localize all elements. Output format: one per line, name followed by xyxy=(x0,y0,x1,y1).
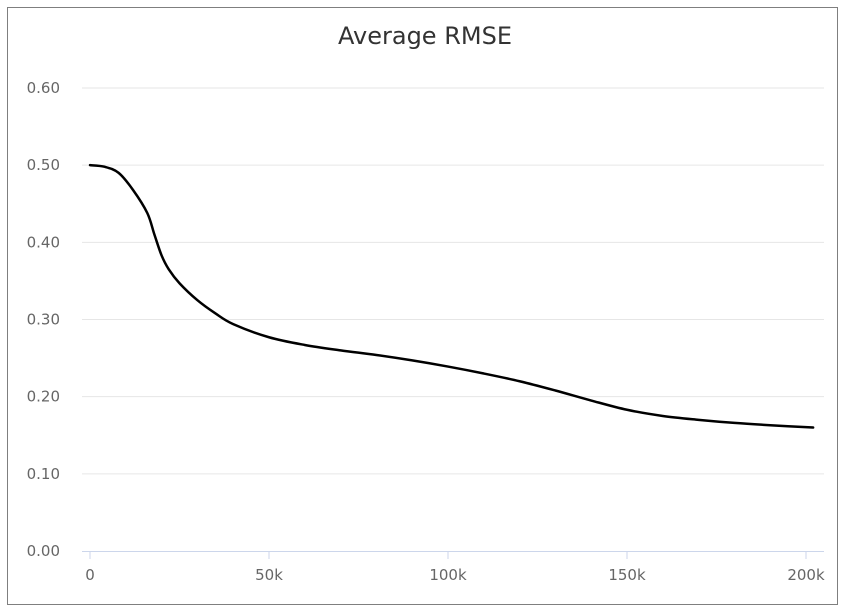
x-tick-label: 200k xyxy=(787,566,825,584)
y-tick-label: 0.60 xyxy=(27,79,60,97)
x-axis-tick-labels: 0 50k 100k 150k 200k xyxy=(85,551,825,584)
x-tick-label: 0 xyxy=(85,566,95,584)
y-tick-label: 0.10 xyxy=(27,465,60,483)
y-tick-label: 0.50 xyxy=(27,156,60,174)
series-line xyxy=(88,163,815,429)
x-tick-label: 50k xyxy=(255,566,283,584)
x-tick-label: 150k xyxy=(608,566,646,584)
y-tick-label: 0.40 xyxy=(27,233,60,251)
y-tick-label: 0.00 xyxy=(27,542,60,560)
grid-lines xyxy=(82,87,824,475)
chart-frame xyxy=(7,7,838,605)
y-tick-label: 0.30 xyxy=(27,311,60,329)
y-tick-label: 0.20 xyxy=(27,388,60,406)
series-layer xyxy=(88,163,815,429)
y-axis-tick-labels: 0.00 0.10 0.20 0.30 0.40 0.50 0.60 xyxy=(27,79,60,560)
chart-title: Average RMSE xyxy=(338,22,512,50)
x-tick-label: 100k xyxy=(429,566,467,584)
